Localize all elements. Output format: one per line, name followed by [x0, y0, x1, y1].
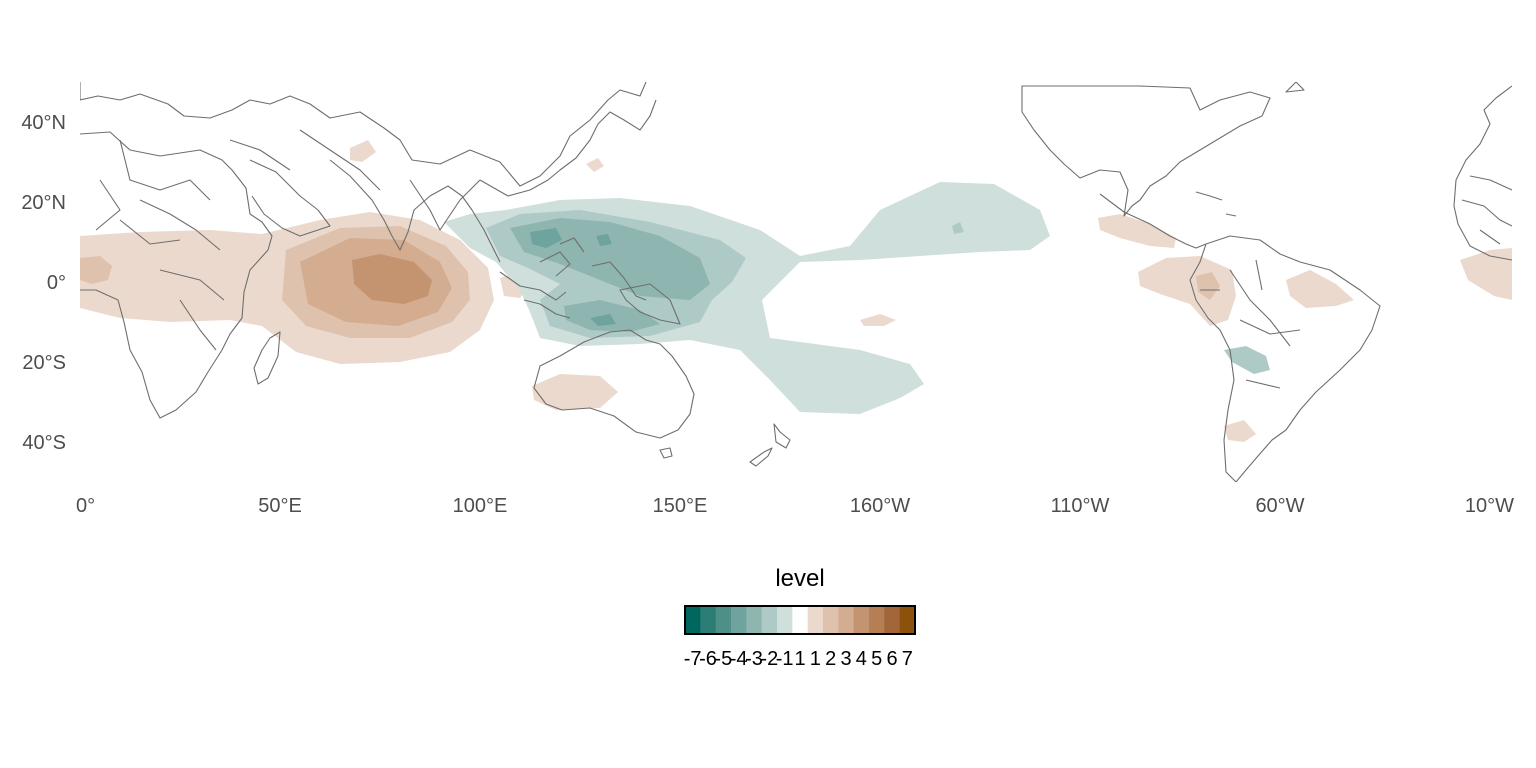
longitude-tick-label: 0° — [76, 495, 95, 517]
legend-tick-label: -3 — [745, 648, 763, 670]
border-lines-west-africa — [1461, 175, 1512, 245]
positive-anomaly-region — [860, 314, 896, 326]
coastline-india — [329, 159, 501, 263]
coastline-madagascar — [253, 331, 281, 385]
legend-tick-label: 2 — [825, 648, 836, 670]
longitude-tick-label: 110°W — [1051, 495, 1110, 517]
longitude-tick-label: 100°E — [453, 495, 508, 517]
legend-swatch — [761, 606, 778, 634]
legend-tick-label: 5 — [871, 648, 882, 670]
negative-anomaly-region — [596, 234, 612, 246]
legend-tick-label: 1 — [810, 648, 821, 670]
coastline-new-guinea — [619, 283, 681, 325]
latitude-tick-label: 40°N — [21, 112, 66, 134]
positive-anomaly-region — [1138, 256, 1236, 326]
negative-anomaly-region — [530, 228, 562, 248]
border-lines — [95, 129, 481, 351]
anomaly-contours — [80, 140, 1512, 442]
positive-anomaly-region — [1460, 248, 1512, 300]
negative-anomaly-region — [590, 314, 616, 326]
positive-anomaly-region — [532, 374, 618, 410]
legend-swatch — [700, 606, 717, 634]
negative-anomaly-region — [952, 222, 964, 234]
legend-colorbar-border — [684, 605, 916, 635]
latitude-axis: 40°N 20°N 0° 20°S 40°S — [21, 112, 66, 454]
longitude-tick-label: 160°W — [850, 495, 910, 517]
map-panel — [80, 82, 1512, 482]
legend-swatch — [807, 606, 824, 634]
latitude-tick-label: 20°N — [21, 192, 66, 214]
coastline-indonesia — [499, 237, 647, 319]
legend-tick-label: 6 — [886, 648, 897, 670]
legend-tick-labels: -7-6-5-4-3-2-1 1 1 2 3 4 5 6 7 — [684, 648, 913, 670]
legend-swatch — [838, 606, 855, 634]
coastline-south-america — [1189, 235, 1381, 482]
positive-anomaly-region — [352, 254, 432, 304]
coastline-caribbean — [1195, 191, 1237, 217]
legend-swatch — [792, 606, 809, 634]
longitude-tick-label: 10°W — [1465, 495, 1514, 517]
coastline-west-africa — [1453, 85, 1512, 261]
legend-swatch — [853, 606, 870, 634]
positive-anomaly-region — [1286, 270, 1354, 308]
coastline-north-america — [1021, 85, 1271, 217]
coastline-australia — [533, 329, 695, 439]
longitude-axis: 0° 50°E 100°E 150°E 160°W 110°W 60°W 10°W — [76, 495, 1514, 517]
legend-tick-label: -4 — [730, 648, 748, 670]
legend-tick-label: 3 — [840, 648, 851, 670]
legend: level -7-6-5-4-3-2-1 1 1 2 3 4 5 6 7 — [684, 565, 916, 670]
coastline-europe — [80, 82, 647, 187]
legend-swatch — [823, 606, 839, 634]
coastline-tasmania — [659, 447, 673, 459]
legend-swatch — [869, 606, 885, 634]
latitude-tick-label: 0° — [47, 272, 66, 294]
legend-swatch — [746, 606, 763, 634]
coastlines — [80, 82, 1512, 482]
legend-tick-label: -2 — [760, 648, 778, 670]
positive-anomaly-region — [1196, 272, 1220, 300]
legend-tick-label: 7 — [902, 648, 913, 670]
longitude-tick-label: 50°E — [258, 495, 302, 517]
latitude-tick-label: 20°S — [22, 352, 66, 374]
legend-tick-label: -5 — [714, 648, 732, 670]
coastline-new-zealand — [749, 423, 791, 467]
coastline-central-america — [1099, 193, 1207, 249]
legend-tick-label: 4 — [856, 648, 867, 670]
border-lines-americas — [1200, 259, 1301, 389]
latitude-tick-label: 40°S — [22, 432, 66, 454]
legend-tick-label: -1 — [776, 648, 794, 670]
coastline-east-asia — [479, 99, 657, 197]
legend-tick-label: 1 — [794, 648, 805, 670]
negative-anomaly-region — [1224, 346, 1270, 374]
coastline-arabia — [249, 159, 331, 237]
positive-anomaly-region — [350, 140, 376, 162]
legend-swatch — [715, 606, 732, 634]
longitude-tick-label: 60°W — [1255, 495, 1304, 517]
legend-swatch — [777, 606, 793, 634]
legend-swatch — [899, 606, 916, 634]
coastline-greenland — [1285, 82, 1305, 93]
legend-swatch — [685, 606, 701, 634]
positive-anomaly-region — [80, 256, 112, 284]
legend-tick-label: -7 — [684, 648, 702, 670]
negative-anomaly-region — [564, 300, 660, 332]
positive-anomaly-region — [1224, 420, 1256, 442]
legend-tick-label: -6 — [699, 648, 717, 670]
legend-swatch — [884, 606, 901, 634]
positive-anomaly-region — [1098, 214, 1176, 248]
legend-swatch — [731, 606, 747, 634]
positive-anomaly-region — [586, 158, 604, 172]
legend-colorbar — [685, 606, 916, 634]
longitude-tick-label: 150°E — [653, 495, 708, 517]
coastline-africa — [80, 131, 273, 419]
legend-title: level — [775, 565, 824, 592]
